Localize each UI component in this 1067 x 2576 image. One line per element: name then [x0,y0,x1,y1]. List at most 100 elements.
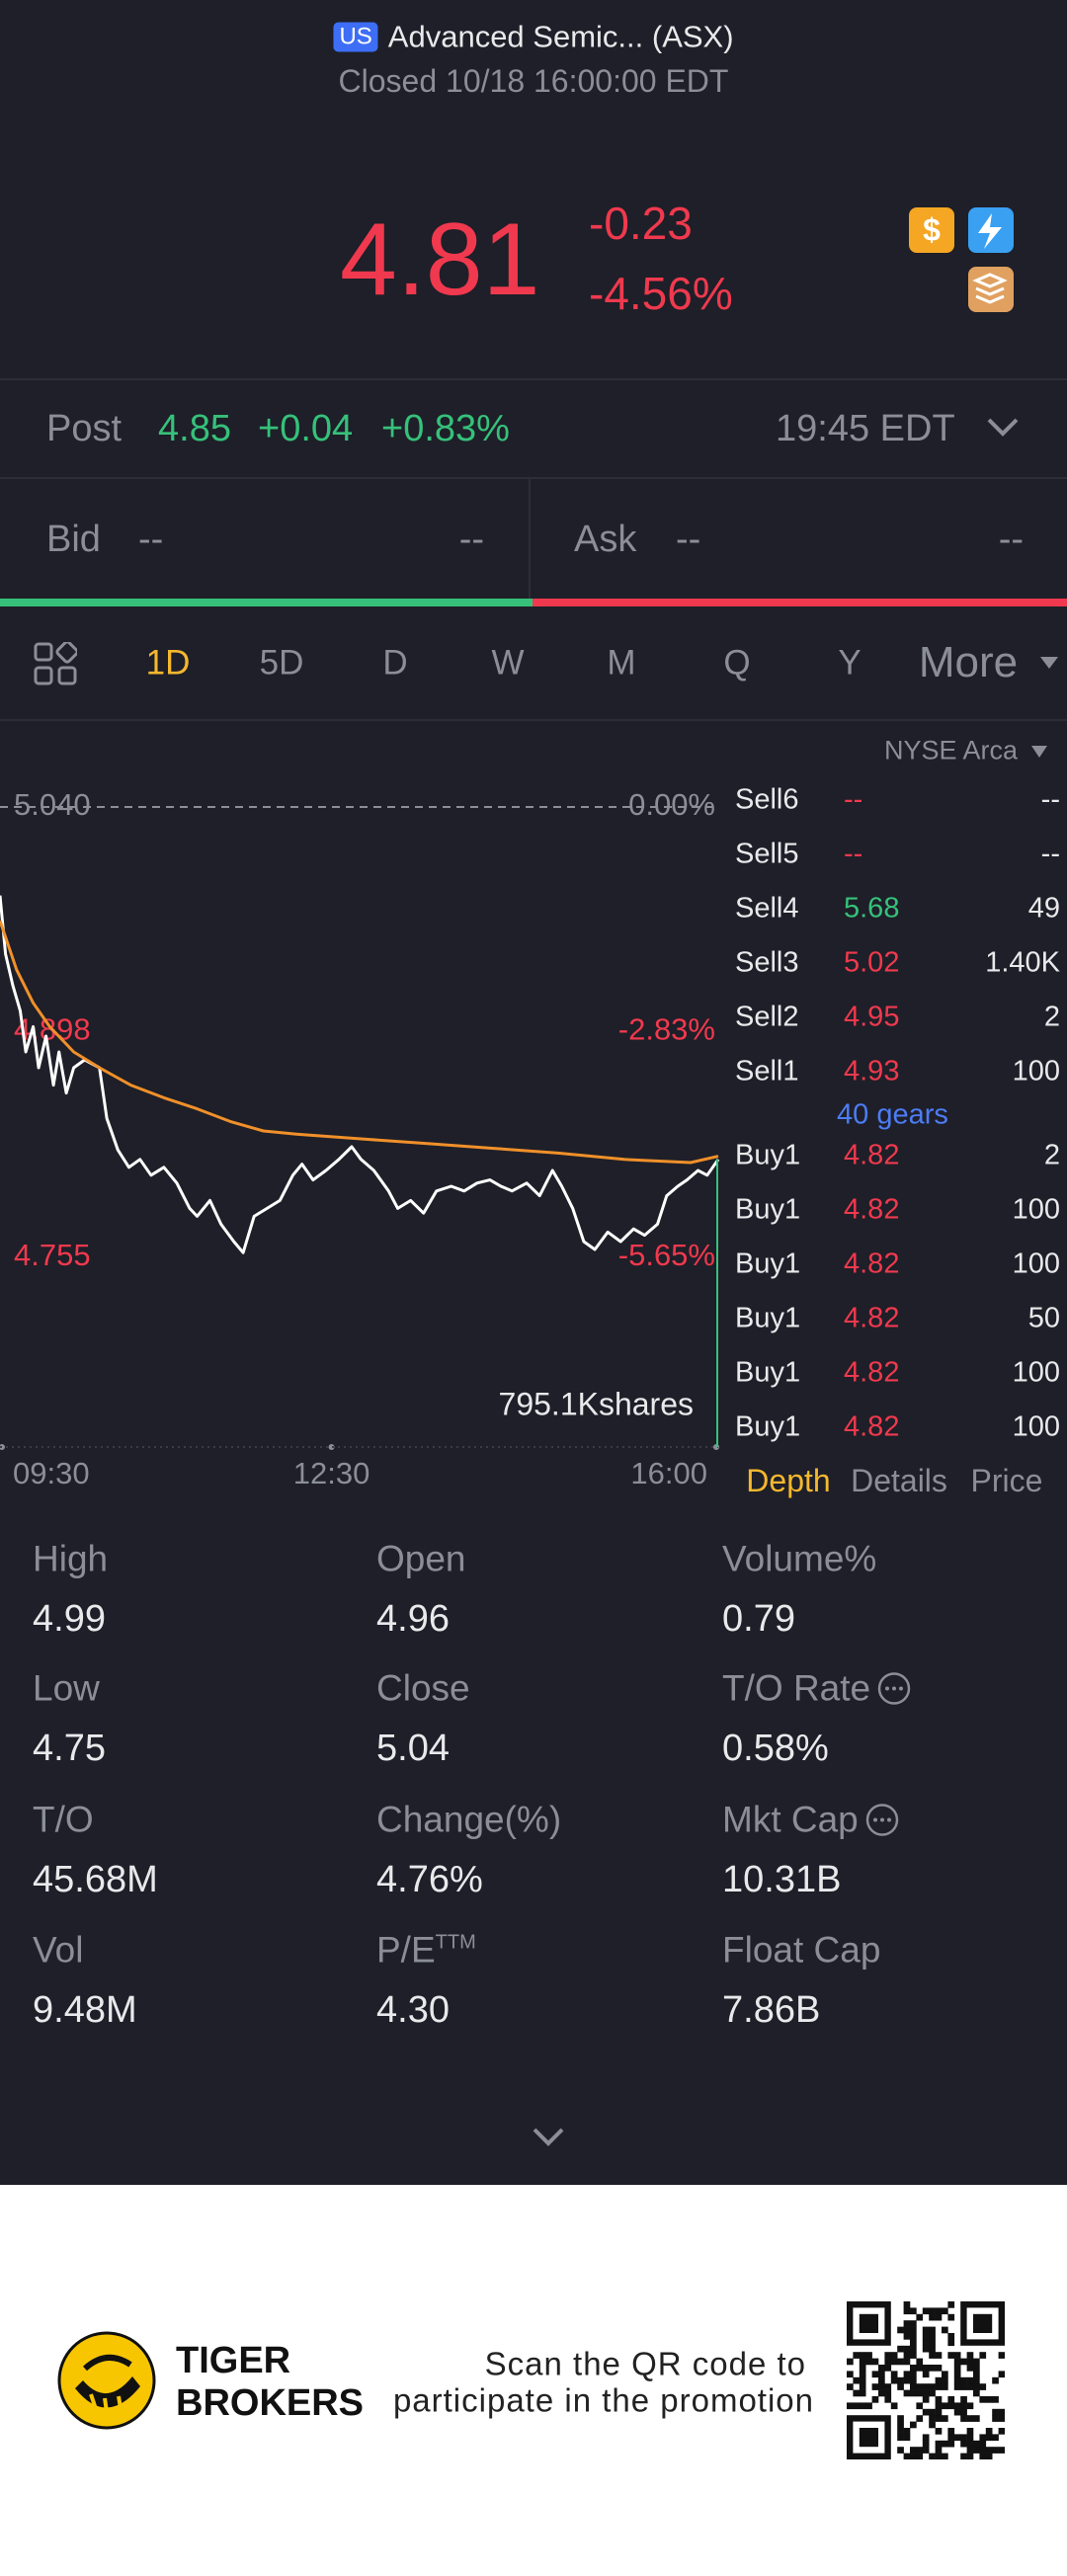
book-size: -- [1040,838,1060,870]
book-tab[interactable]: Price [970,1463,1043,1498]
qr-module [922,2440,930,2448]
qr-module [903,2434,911,2442]
qr-module [903,2371,911,2378]
period-tab[interactable]: 5D [259,643,304,683]
qr-module [947,2333,955,2340]
qr-module [929,2345,936,2353]
qr-module [903,2301,911,2308]
book-size: 2 [1043,1001,1060,1033]
qr-finder [859,2428,878,2448]
book-level: Sell1 [735,1055,799,1087]
book-size: 100 [1012,1410,1060,1443]
stat-value: 7.86B [722,1989,821,2031]
layout-icon[interactable] [34,642,77,685]
qr-module [935,2352,943,2359]
intraday-chart: 5.040 0.00%4.898 -2.83%4.755 -5.65%09:30 12:… [0,787,720,1490]
qr-module [966,2352,974,2359]
qr-module [947,2339,955,2347]
qr-module [992,2415,999,2422]
info-icon[interactable] [876,1671,912,1707]
expand-chevron[interactable] [532,2126,565,2147]
book-level: Sell5 [735,838,799,870]
qr-module [853,2352,861,2359]
qr-module [992,2376,999,2384]
qr-module [985,2396,993,2403]
qr-module [910,2365,917,2372]
stat-label: Open [376,1538,466,1579]
period-tab[interactable]: D [382,643,408,683]
qr-module [935,2365,943,2372]
stat-label: Mkt Cap [722,1802,900,1838]
price-line [0,920,719,1165]
qr-module [903,2428,911,2435]
qr-module [903,2333,911,2340]
qr-module [910,2453,917,2459]
period-tab[interactable]: More [918,638,1019,686]
qr-module [979,2447,987,2454]
qr-module [916,2365,924,2372]
qr-module [942,2376,948,2384]
qr-module [966,2440,974,2448]
qr-module [992,2396,999,2403]
qr-module [903,2326,911,2334]
qr-module [916,2402,924,2410]
qr-module [903,2320,911,2327]
qr-module [910,2383,917,2390]
qr-code[interactable] [847,2301,1005,2459]
expand-chevron[interactable] [986,415,1020,439]
price-line [0,895,720,1254]
period-tab[interactable]: W [491,643,525,683]
qr-module [953,2434,961,2442]
pct-label: 0.00% [628,787,715,822]
x-tick-mark [328,1444,335,1450]
qr-module [935,2376,943,2384]
qr-module [947,2352,955,2359]
dropdown-arrow [1031,746,1047,758]
qr-module [890,2358,898,2366]
qr-module [973,2358,980,2366]
qr-module [935,2453,943,2459]
qr-module [966,2415,974,2422]
qr-module [910,2320,917,2327]
qr-module [973,2447,980,2454]
qr-module [890,2402,898,2410]
book-level: Sell3 [735,946,799,979]
period-tab[interactable]: Y [838,643,862,683]
exchange-selector[interactable]: NYSE Arca [884,735,1019,765]
qr-module [903,2307,911,2315]
promo-text: participate in the promotion [392,2381,814,2419]
period-tab[interactable]: M [607,643,636,683]
period-tab[interactable]: 1D [145,643,191,683]
qr-module [859,2402,866,2410]
qr-module [960,2453,967,2459]
book-tab[interactable]: Depth [746,1463,831,1498]
qr-module [960,2440,967,2448]
qr-module [985,2447,993,2454]
qr-module [897,2434,904,2442]
qr-module [929,2307,936,2315]
qr-module [966,2376,974,2384]
book-tab[interactable]: Details [851,1463,947,1498]
info-icon[interactable] [864,1803,900,1838]
tiger-logo [57,2331,156,2430]
qr-module [947,2301,955,2308]
period-tab[interactable]: Q [723,643,751,683]
stat-label: T/O [33,1799,94,1840]
qr-module [942,2440,948,2448]
qr-module [966,2428,974,2435]
qr-module [973,2389,980,2397]
qr-finder [847,2415,891,2459]
qr-module [916,2383,924,2390]
book-price: 5.68 [844,892,900,925]
qr-module [897,2358,904,2366]
qr-module [903,2376,911,2384]
qr-module [903,2453,911,2459]
qr-module [929,2333,936,2340]
book-price: -- [844,783,863,816]
post-change: +0.04 [258,408,354,449]
qr-module [947,2402,955,2410]
stat-value: 0.79 [722,1598,795,1640]
qr-module [979,2434,987,2442]
qr-module [897,2447,904,2454]
qr-module [929,2365,936,2372]
